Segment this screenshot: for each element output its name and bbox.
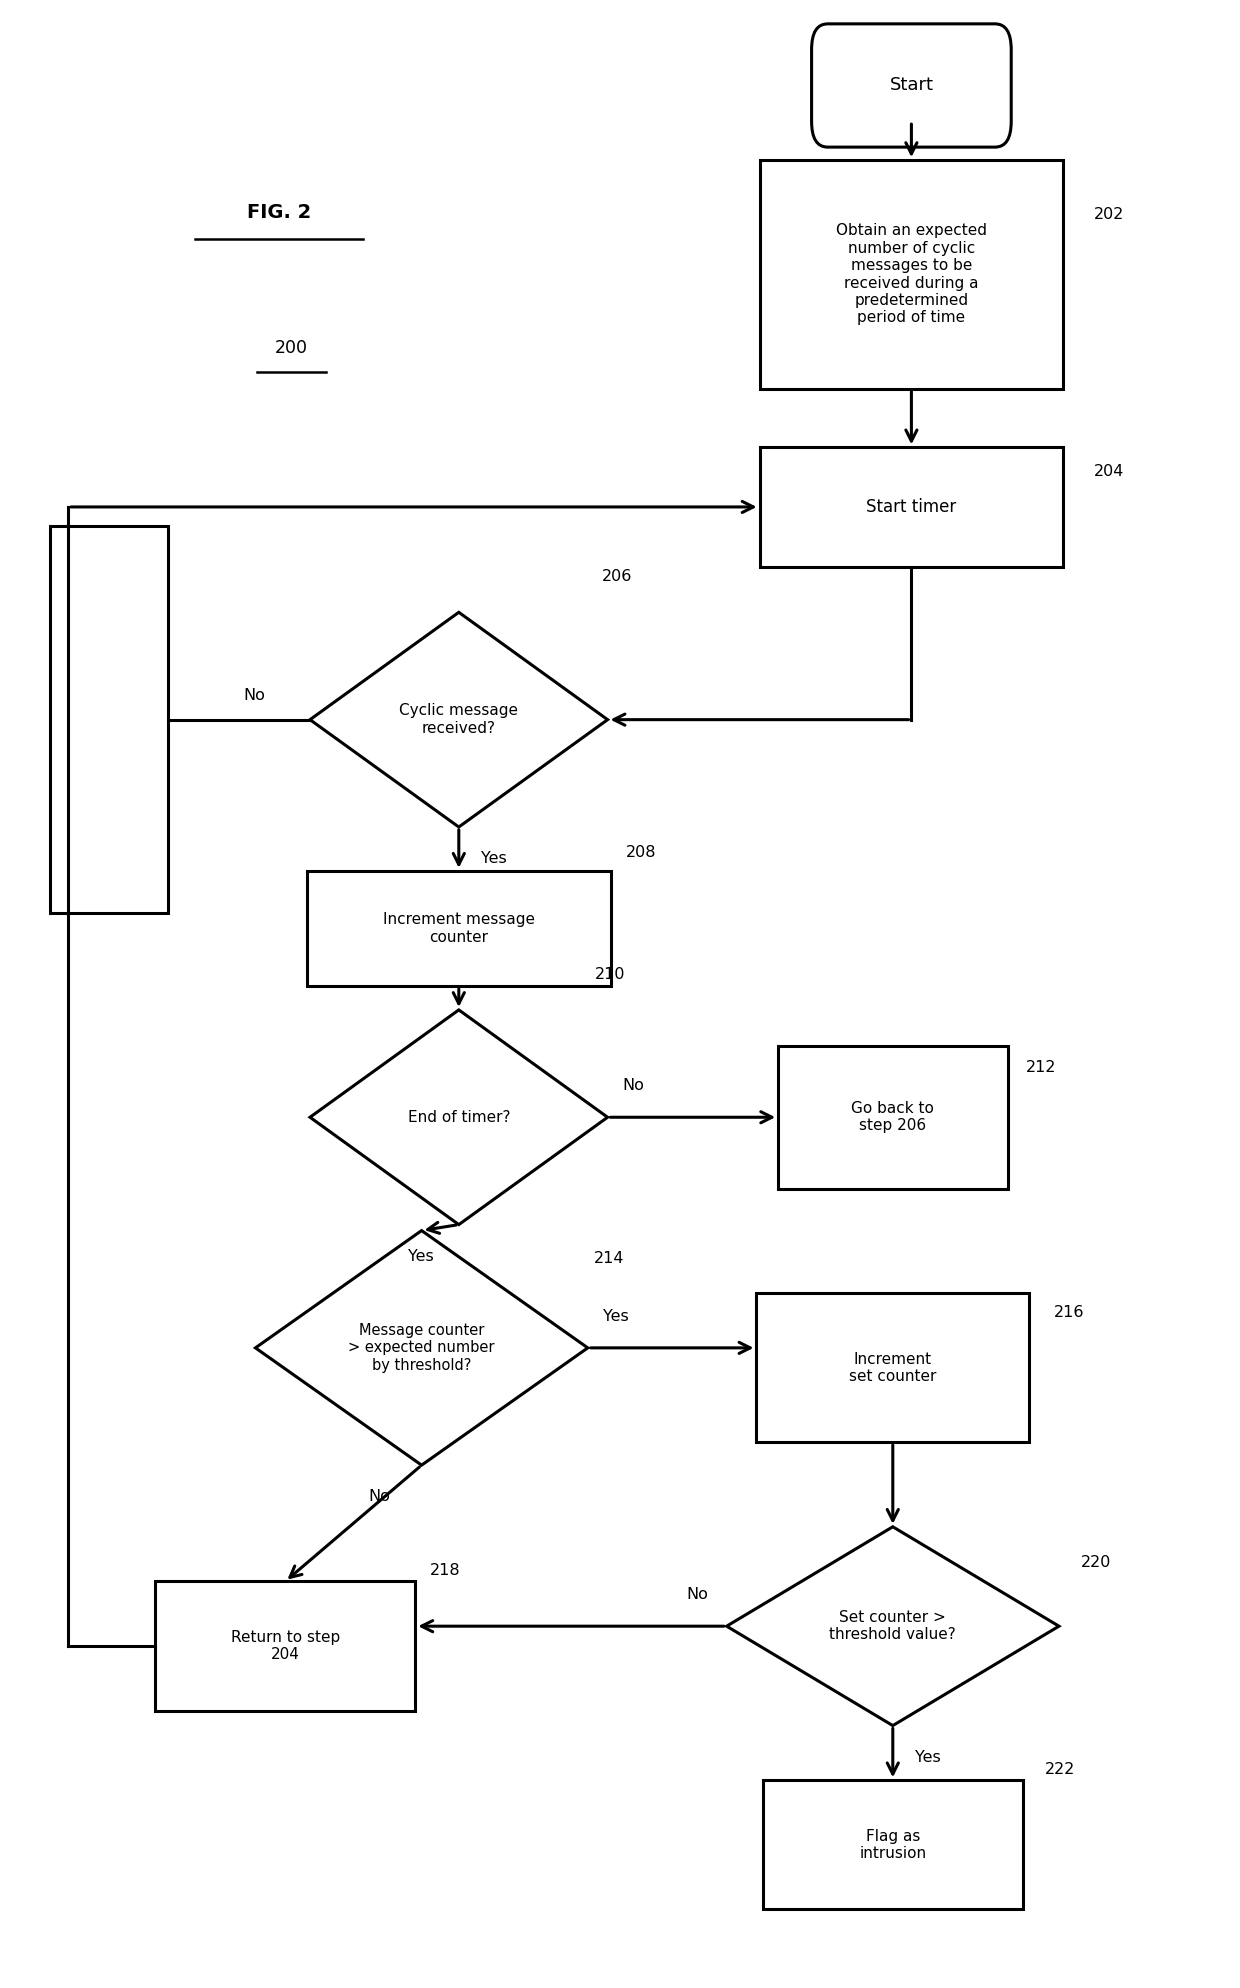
Text: 218: 218 (430, 1563, 461, 1578)
Text: Start: Start (889, 76, 934, 95)
Text: Start timer: Start timer (867, 497, 956, 517)
Text: Go back to
step 206: Go back to step 206 (852, 1101, 934, 1133)
Text: Yes: Yes (408, 1248, 434, 1264)
Text: Yes: Yes (915, 1749, 941, 1765)
Text: No: No (368, 1489, 391, 1505)
Text: 202: 202 (1094, 207, 1125, 223)
Bar (306, 871, 611, 986)
Text: 208: 208 (625, 845, 656, 861)
Text: Message counter
> expected number
by threshold?: Message counter > expected number by thr… (348, 1322, 495, 1374)
Polygon shape (255, 1231, 588, 1465)
Text: 204: 204 (1094, 463, 1125, 479)
Text: No: No (686, 1586, 708, 1602)
Text: Cyclic message
received?: Cyclic message received? (399, 704, 518, 736)
FancyBboxPatch shape (811, 24, 1012, 147)
Text: 200: 200 (275, 338, 308, 358)
Bar (779, 1046, 1007, 1189)
Text: 216: 216 (1054, 1304, 1085, 1320)
Text: 210: 210 (595, 966, 626, 982)
Polygon shape (727, 1527, 1059, 1726)
Text: 220: 220 (1081, 1555, 1111, 1571)
Bar (759, 447, 1063, 567)
Text: Yes: Yes (481, 851, 507, 867)
Text: 206: 206 (601, 569, 631, 584)
Text: 214: 214 (594, 1250, 625, 1266)
Text: End of timer?: End of timer? (408, 1109, 510, 1125)
Text: Increment message
counter: Increment message counter (383, 912, 534, 944)
Bar (763, 1781, 1023, 1908)
Text: Yes: Yes (603, 1308, 629, 1324)
Text: Increment
set counter: Increment set counter (849, 1352, 936, 1384)
Text: Flag as
intrusion: Flag as intrusion (859, 1829, 926, 1861)
Bar (759, 161, 1063, 390)
Text: 212: 212 (1025, 1060, 1056, 1076)
Text: FIG. 2: FIG. 2 (247, 203, 311, 223)
Text: No: No (622, 1077, 645, 1093)
Text: 222: 222 (1045, 1761, 1075, 1777)
Text: Return to step
204: Return to step 204 (231, 1630, 340, 1662)
Text: Set counter >
threshold value?: Set counter > threshold value? (830, 1610, 956, 1642)
Bar (756, 1292, 1029, 1443)
Bar (155, 1582, 415, 1710)
Text: No: No (243, 688, 265, 704)
Polygon shape (310, 1010, 608, 1225)
Polygon shape (310, 612, 608, 827)
Bar (50, 525, 169, 914)
Text: Obtain an expected
number of cyclic
messages to be
received during a
predetermin: Obtain an expected number of cyclic mess… (836, 223, 987, 326)
